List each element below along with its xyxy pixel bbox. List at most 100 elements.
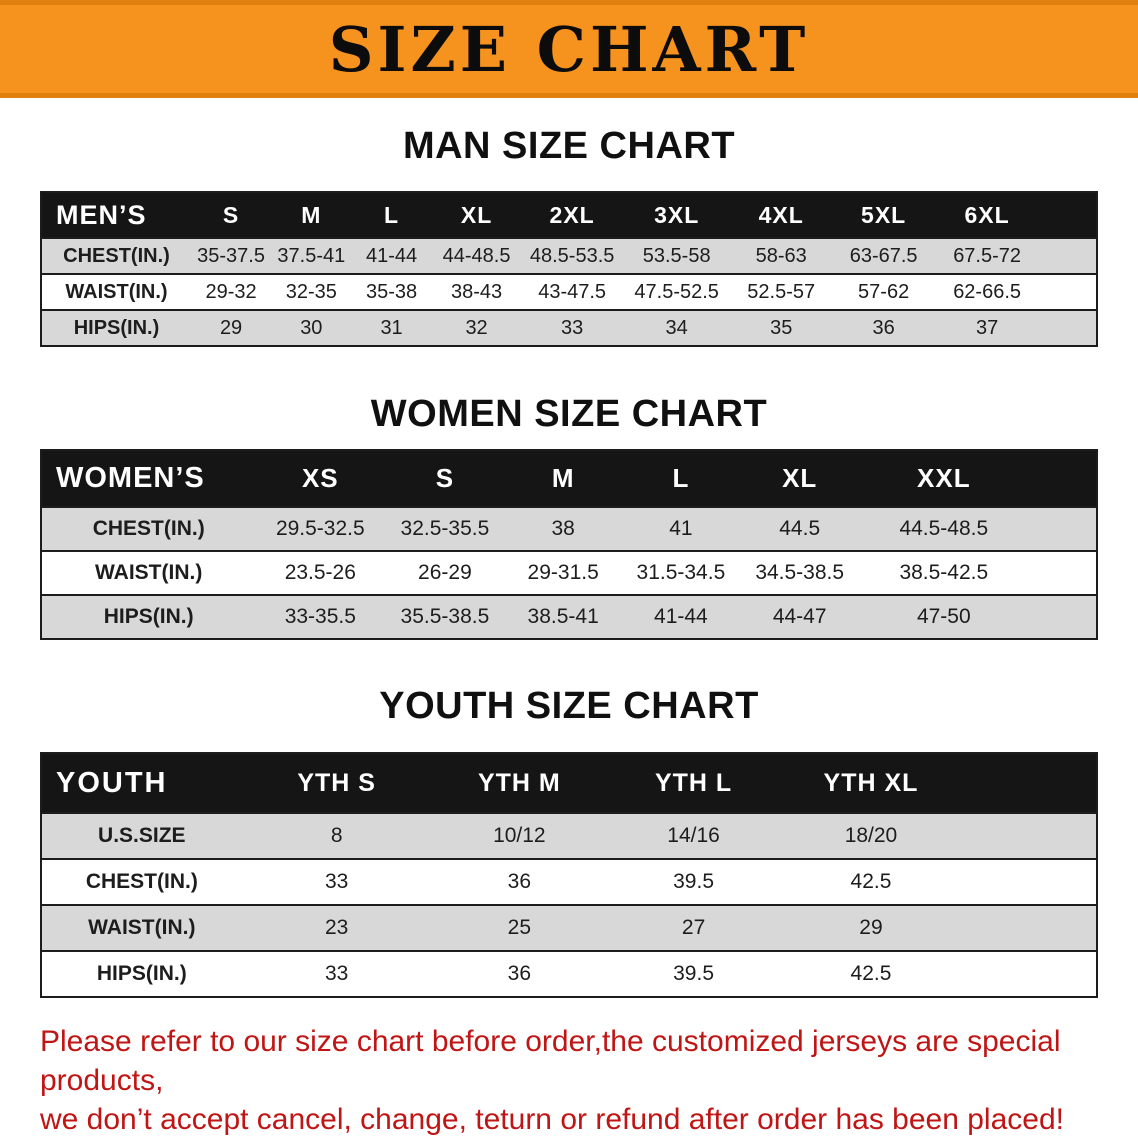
order-policy-note: Please refer to our size chart before or… bbox=[40, 1022, 1098, 1139]
size-cell: 44-48.5 bbox=[442, 244, 511, 267]
size-cell: 26-29 bbox=[418, 561, 472, 584]
men-size-table: MEN’S S M L XL 2XL 3XL 4XL 5XL 6XL CHEST… bbox=[40, 191, 1098, 347]
size-cell: 39.5 bbox=[673, 870, 714, 893]
row-label: HIPS(IN.) bbox=[73, 316, 160, 339]
men-col-m: M bbox=[301, 201, 322, 228]
size-cell: 62-66.5 bbox=[953, 280, 1022, 303]
spacer-cell bbox=[1039, 238, 1097, 274]
size-cell: 34 bbox=[665, 316, 688, 339]
size-cell: 47-50 bbox=[916, 605, 971, 628]
spacer-cell bbox=[962, 951, 1097, 997]
women-col-l: L bbox=[672, 463, 690, 493]
size-cell: 30 bbox=[300, 316, 323, 339]
spacer-cell bbox=[1028, 595, 1097, 639]
youth-chest-row: CHEST(IN.) 33 36 39.5 42.5 bbox=[41, 859, 1097, 905]
size-cell: 38.5-41 bbox=[527, 605, 599, 628]
men-col-xl: XL bbox=[460, 201, 493, 228]
size-cell: 35-37.5 bbox=[197, 244, 265, 267]
size-cell: 10/12 bbox=[493, 824, 546, 847]
size-cell: 33 bbox=[561, 316, 584, 339]
size-cell: 58-63 bbox=[755, 244, 807, 267]
row-label: CHEST(IN.) bbox=[92, 517, 205, 540]
men-hips-row: HIPS(IN.) 29 30 31 32 33 34 35 36 37 bbox=[41, 310, 1097, 346]
row-label: WAIST(IN.) bbox=[65, 280, 168, 303]
women-header-row: WOMEN’S XS S M L XL XXL bbox=[41, 450, 1097, 507]
women-size-table: WOMEN’S XS S M L XL XXL CHEST(IN.) 29.5-… bbox=[40, 449, 1098, 640]
size-cell: 41 bbox=[669, 517, 693, 540]
row-label: U.S.SIZE bbox=[98, 824, 186, 847]
spacer-cell bbox=[962, 813, 1097, 859]
youth-size-table: YOUTH YTH S YTH M YTH L YTH XL U.S.SIZE … bbox=[40, 752, 1098, 998]
spacer-cell bbox=[1039, 310, 1097, 346]
size-cell: 34.5-38.5 bbox=[755, 561, 845, 584]
youth-col-l: YTH L bbox=[654, 768, 733, 797]
men-col-l: L bbox=[384, 201, 400, 228]
men-waist-row: WAIST(IN.) 29-32 32-35 35-38 38-43 43-47… bbox=[41, 274, 1097, 310]
size-cell: 42.5 bbox=[850, 870, 892, 893]
size-cell: 36 bbox=[507, 962, 532, 985]
men-col-s: S bbox=[222, 201, 240, 228]
size-cell: 8 bbox=[330, 824, 343, 847]
youth-section-heading: YOUTH SIZE CHART bbox=[379, 685, 759, 727]
size-cell: 33 bbox=[324, 962, 349, 985]
size-cell: 67.5-72 bbox=[953, 244, 1022, 267]
size-cell: 42.5 bbox=[850, 962, 892, 985]
size-cell: 35 bbox=[770, 316, 793, 339]
note-line-2: we don’t accept cancel, change, teturn o… bbox=[40, 1103, 1064, 1136]
size-cell: 33 bbox=[324, 870, 349, 893]
women-corner-label: WOMEN’S bbox=[56, 462, 205, 494]
size-cell: 18/20 bbox=[844, 824, 898, 847]
men-section-heading: MAN SIZE CHART bbox=[402, 125, 736, 167]
size-cell: 23 bbox=[324, 916, 349, 939]
size-cell: 23.5-26 bbox=[284, 561, 356, 584]
banner: SIZE CHART bbox=[0, 0, 1138, 98]
youth-hips-row: HIPS(IN.) 33 36 39.5 42.5 bbox=[41, 951, 1097, 997]
women-chest-row: CHEST(IN.) 29.5-32.5 32.5-35.5 38 41 44.… bbox=[41, 507, 1097, 551]
size-cell: 44.5-48.5 bbox=[899, 517, 989, 540]
spacer-cell bbox=[1028, 551, 1097, 595]
row-label: WAIST(IN.) bbox=[88, 916, 196, 939]
size-cell: 41-44 bbox=[365, 244, 418, 267]
size-cell: 48.5-53.5 bbox=[529, 244, 615, 267]
size-cell: 38 bbox=[551, 517, 575, 540]
men-corner-label: MEN’S bbox=[56, 199, 147, 230]
size-cell: 31.5-34.5 bbox=[636, 561, 726, 584]
men-header-row: MEN’S S M L XL 2XL 3XL 4XL 5XL 6XL bbox=[41, 192, 1097, 238]
row-label: CHEST(IN.) bbox=[63, 244, 170, 267]
size-cell: 33-35.5 bbox=[284, 605, 356, 628]
size-cell: 29 bbox=[219, 316, 243, 339]
size-cell: 32 bbox=[465, 316, 488, 339]
size-cell: 29.5-32.5 bbox=[275, 517, 365, 540]
size-cell: 38.5-42.5 bbox=[899, 561, 989, 584]
men-col-2xl: 2XL bbox=[549, 201, 595, 228]
row-label: HIPS(IN.) bbox=[96, 962, 187, 985]
size-cell: 27 bbox=[681, 916, 706, 939]
men-col-4xl: 4XL bbox=[758, 201, 804, 228]
women-col-xs: XS bbox=[301, 463, 339, 493]
women-waist-row: WAIST(IN.) 23.5-26 26-29 29-31.5 31.5-34… bbox=[41, 551, 1097, 595]
row-label: CHEST(IN.) bbox=[85, 870, 198, 893]
youth-corner-label: YOUTH bbox=[56, 766, 168, 799]
size-cell: 52.5-57 bbox=[747, 280, 816, 303]
women-col-m: M bbox=[551, 463, 575, 493]
note-line-1: Please refer to our size chart before or… bbox=[40, 1025, 1061, 1097]
youth-ussize-row: U.S.SIZE 8 10/12 14/16 18/20 bbox=[41, 813, 1097, 859]
size-cell: 32-35 bbox=[285, 280, 337, 303]
size-cell: 44.5 bbox=[779, 517, 821, 540]
women-col-xl: XL bbox=[782, 463, 818, 493]
size-cell: 32.5-35.5 bbox=[400, 517, 490, 540]
men-col-5xl: 5XL bbox=[861, 201, 907, 228]
youth-waist-row: WAIST(IN.) 23 25 27 29 bbox=[41, 905, 1097, 951]
youth-col-m: YTH M bbox=[477, 768, 561, 797]
size-cell: 47.5-52.5 bbox=[634, 280, 719, 303]
size-cell: 57-62 bbox=[858, 280, 910, 303]
women-col-s: S bbox=[435, 463, 455, 493]
youth-col-s: YTH S bbox=[297, 768, 376, 797]
women-section-heading: WOMEN SIZE CHART bbox=[370, 393, 768, 435]
spacer-cell bbox=[1028, 507, 1097, 551]
size-cell: 35-38 bbox=[365, 280, 418, 303]
size-cell: 53.5-58 bbox=[642, 244, 711, 267]
spacer-cell bbox=[962, 859, 1097, 905]
size-cell: 43-47.5 bbox=[538, 280, 607, 303]
size-cell: 35.5-38.5 bbox=[400, 605, 490, 628]
